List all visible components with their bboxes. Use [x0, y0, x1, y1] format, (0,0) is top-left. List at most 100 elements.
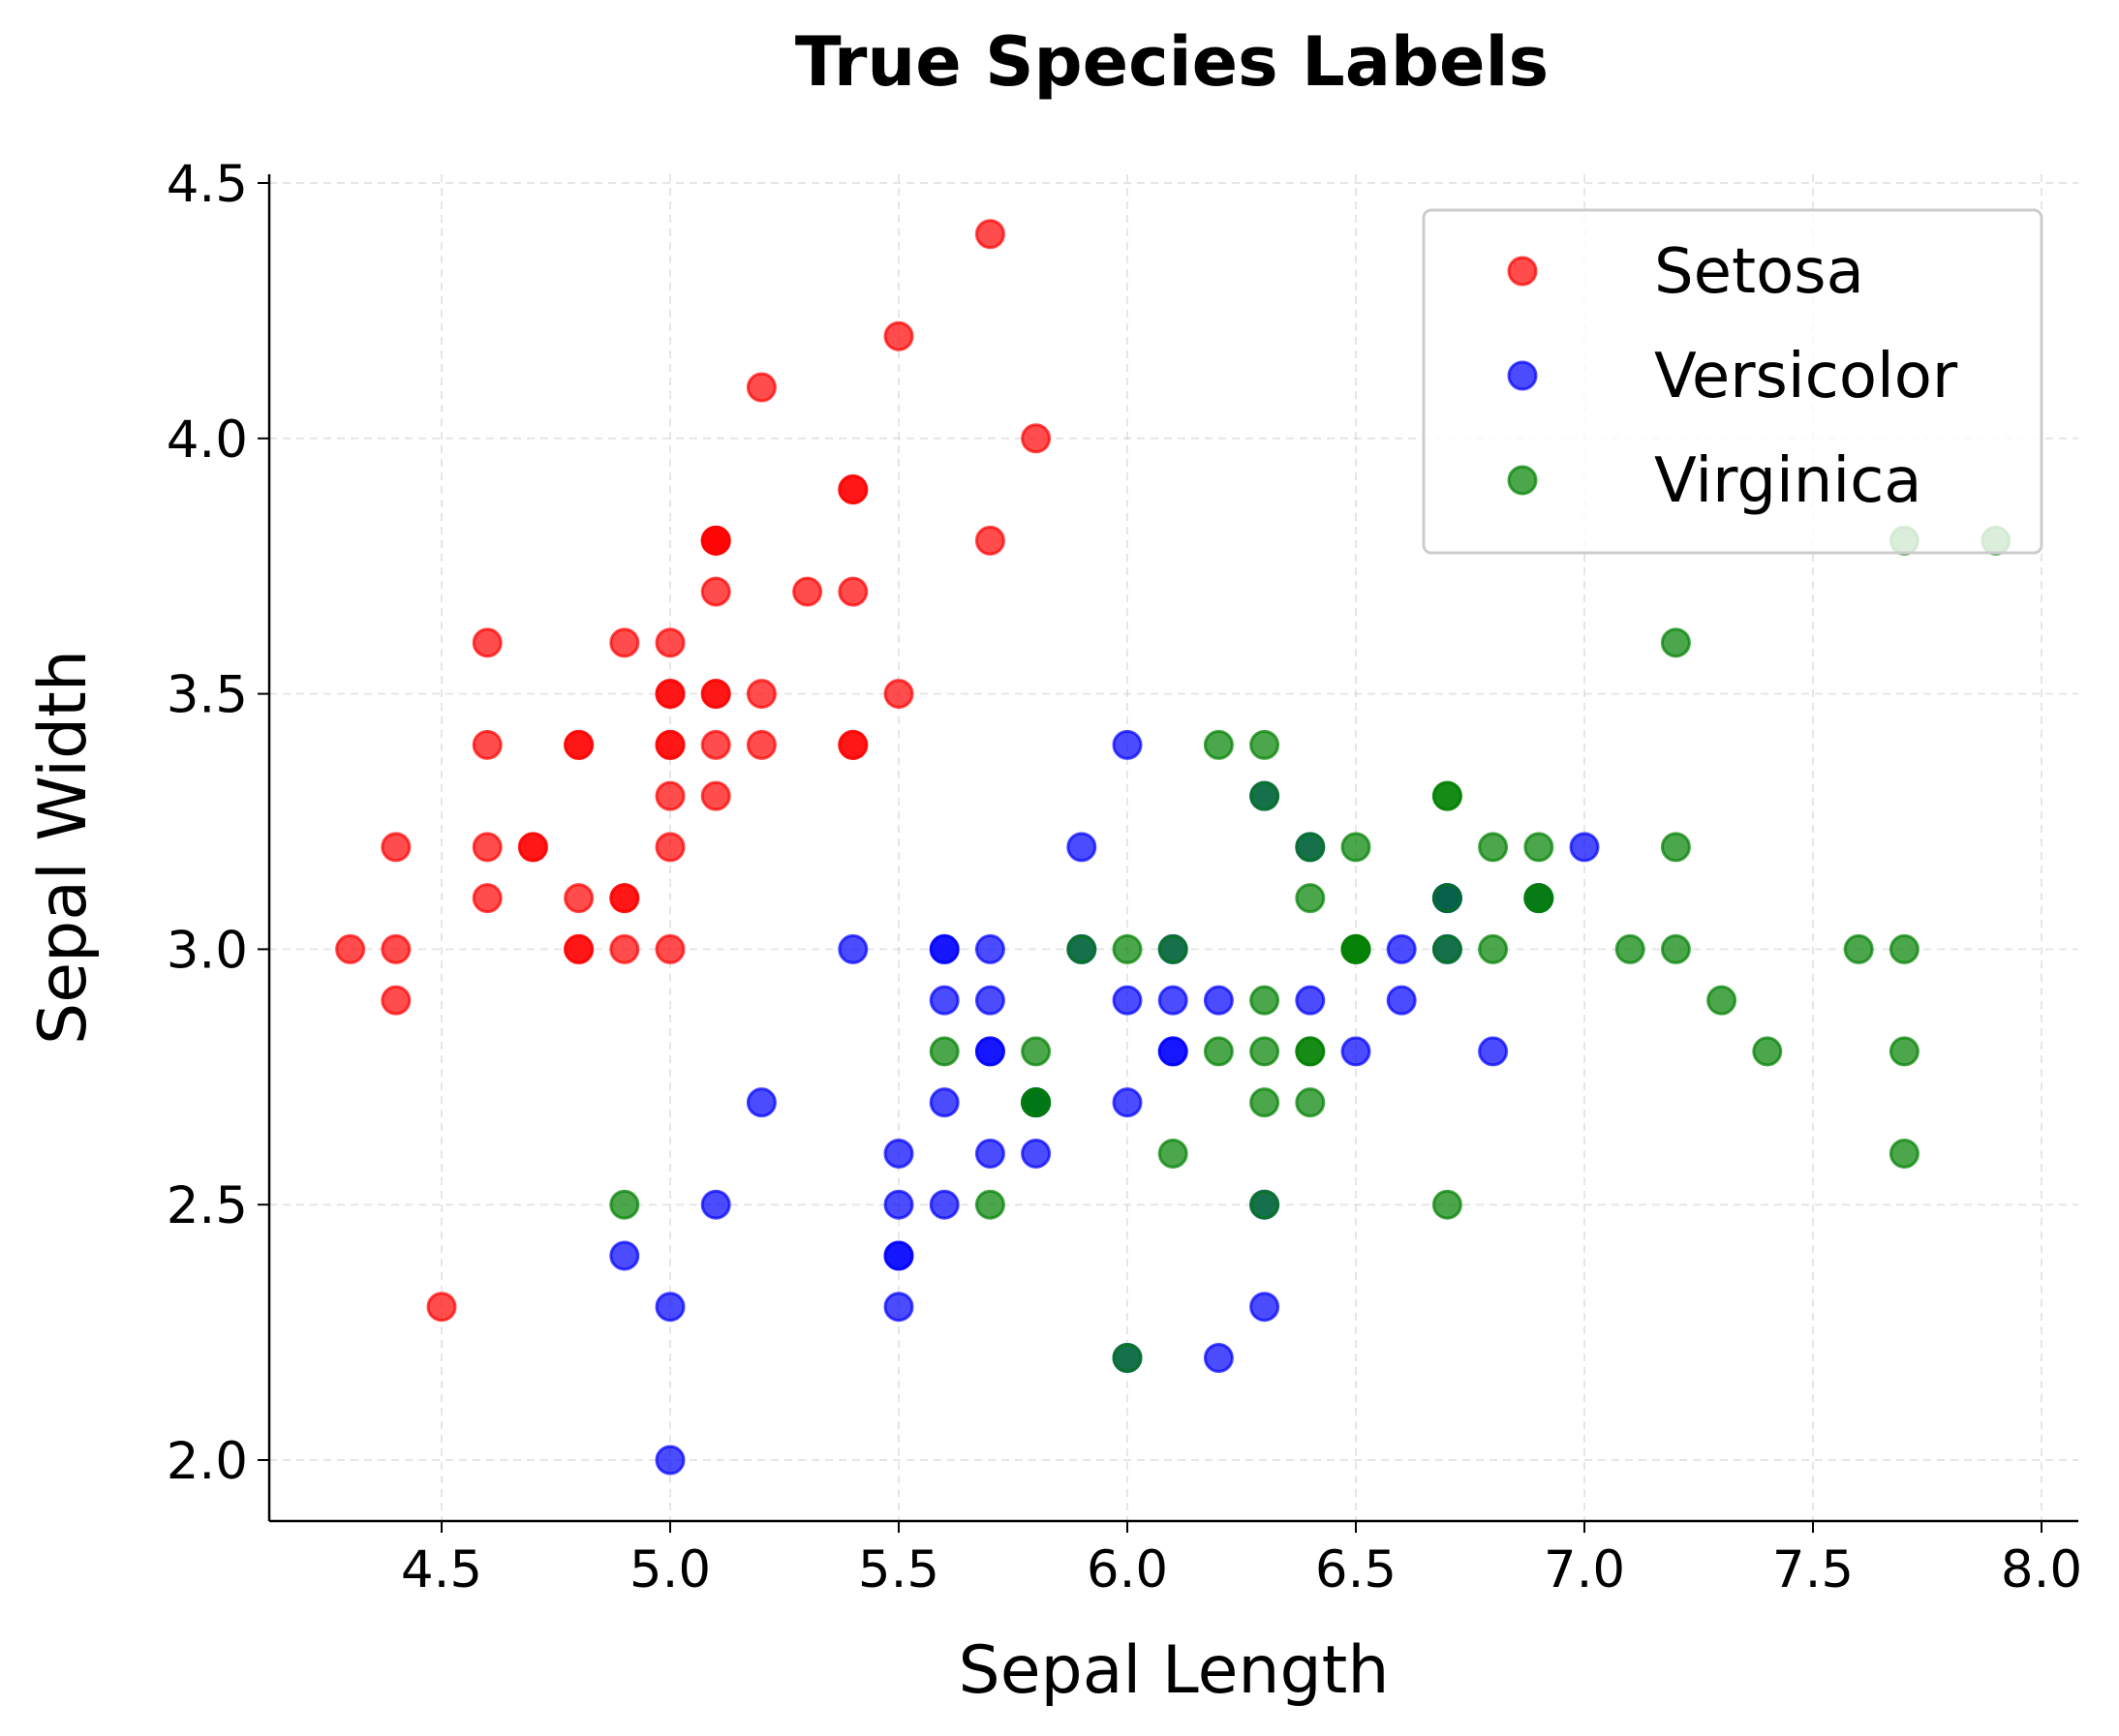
y-tick-label: 2.0 — [167, 1432, 248, 1491]
versicolor-point — [1569, 832, 1600, 863]
virginica-point — [1249, 729, 1280, 760]
virginica-point — [1752, 1036, 1783, 1067]
setosa-point — [609, 933, 640, 964]
setosa-point — [700, 780, 731, 811]
axes — [267, 174, 2078, 1523]
setosa-point — [472, 832, 503, 863]
y-ticks: 2.0 2.5 3.0 3.5 4.0 4.5 — [167, 155, 269, 1491]
x-axis-label: Sepal Length — [959, 1632, 1390, 1709]
versicolor-point — [1157, 1036, 1188, 1067]
versicolor-point — [1386, 985, 1417, 1016]
virginica-point — [1431, 933, 1462, 964]
versicolor-point — [1021, 1138, 1052, 1169]
versicolor-point — [1478, 1036, 1509, 1067]
legend-marker-setosa — [1507, 256, 1538, 287]
virginica-point — [1523, 832, 1554, 863]
virginica-point — [1889, 933, 1919, 964]
virginica-point — [1660, 627, 1691, 658]
setosa-point — [746, 372, 777, 403]
setosa-point — [381, 985, 412, 1016]
versicolor-point — [838, 933, 869, 964]
legend-marker-virginica — [1507, 465, 1538, 496]
versicolor-point — [655, 1445, 686, 1476]
virginica-point — [1295, 832, 1326, 863]
y-tick-label: 3.5 — [167, 666, 248, 725]
setosa-point — [792, 576, 823, 607]
x-tick-label: 4.5 — [401, 1540, 482, 1599]
versicolor-point — [1386, 933, 1417, 964]
y-tick-label: 2.5 — [167, 1176, 248, 1235]
setosa-point — [564, 883, 595, 914]
virginica-point — [1478, 832, 1509, 863]
x-tick-label: 6.5 — [1315, 1540, 1397, 1599]
legend-label-setosa: Setosa — [1654, 236, 1864, 308]
versicolor-point — [929, 1189, 960, 1220]
virginica-point — [1706, 985, 1737, 1016]
versicolor-point — [746, 1087, 777, 1118]
x-tick-label: 7.5 — [1772, 1540, 1854, 1599]
virginica-point — [1431, 883, 1462, 914]
setosa-point — [883, 320, 914, 351]
x-tick-label: 5.5 — [858, 1540, 939, 1599]
setosa-point — [655, 729, 686, 760]
setosa-point — [700, 679, 731, 710]
setosa-point — [426, 1292, 457, 1323]
virginica-point — [1203, 729, 1234, 760]
versicolor-point — [1203, 1342, 1234, 1373]
virginica-point — [1340, 832, 1371, 863]
setosa-point — [517, 832, 548, 863]
versicolor-point — [974, 1138, 1005, 1169]
setosa-point — [700, 729, 731, 760]
versicolor-point — [1066, 832, 1097, 863]
versicolor-point — [700, 1189, 731, 1220]
virginica-point — [1431, 780, 1462, 811]
versicolor-point — [929, 985, 960, 1016]
virginica-point — [1112, 1342, 1143, 1373]
virginica-point — [1021, 1036, 1052, 1067]
virginica-point — [1249, 1087, 1280, 1118]
setosa-point — [335, 933, 366, 964]
setosa-point — [838, 729, 869, 760]
points — [335, 219, 2012, 1476]
virginica-point — [1295, 883, 1326, 914]
setosa-point — [381, 933, 412, 964]
versicolor-point — [883, 1138, 914, 1169]
setosa-point — [655, 627, 686, 658]
virginica-point — [1478, 933, 1509, 964]
virginica-point — [974, 1189, 1005, 1220]
setosa-point — [564, 933, 595, 964]
setosa-point — [746, 679, 777, 710]
setosa-point — [974, 219, 1005, 250]
y-tick-label: 4.0 — [167, 411, 248, 470]
setosa-point — [655, 780, 686, 811]
virginica-point — [1889, 1138, 1919, 1169]
setosa-point — [1021, 423, 1052, 454]
chart-title: True Species Labels — [795, 22, 1549, 102]
legend-marker-versicolor — [1507, 360, 1538, 391]
setosa-point — [700, 576, 731, 607]
virginica-point — [1249, 1036, 1280, 1067]
virginica-point — [929, 1036, 960, 1067]
y-tick-label: 3.0 — [167, 921, 248, 980]
versicolor-point — [1112, 729, 1143, 760]
virginica-point — [1203, 1036, 1234, 1067]
setosa-point — [655, 832, 686, 863]
versicolor-point — [1157, 985, 1188, 1016]
virginica-point — [1066, 933, 1097, 964]
x-tick-label: 6.0 — [1087, 1540, 1168, 1599]
versicolor-point — [1249, 1292, 1280, 1323]
legend-frame — [1422, 208, 2043, 555]
versicolor-point — [1112, 1087, 1143, 1118]
setosa-point — [838, 474, 869, 505]
virginica-point — [1157, 933, 1188, 964]
versicolor-point — [883, 1240, 914, 1271]
versicolor-point — [609, 1240, 640, 1271]
virginica-point — [1340, 933, 1371, 964]
y-tick-label: 4.5 — [167, 155, 248, 214]
versicolor-point — [1295, 985, 1326, 1016]
versicolor-point — [1112, 985, 1143, 1016]
setosa-point — [838, 576, 869, 607]
virginica-point — [1249, 985, 1280, 1016]
versicolor-point — [883, 1189, 914, 1220]
virginica-point — [1295, 1036, 1326, 1067]
